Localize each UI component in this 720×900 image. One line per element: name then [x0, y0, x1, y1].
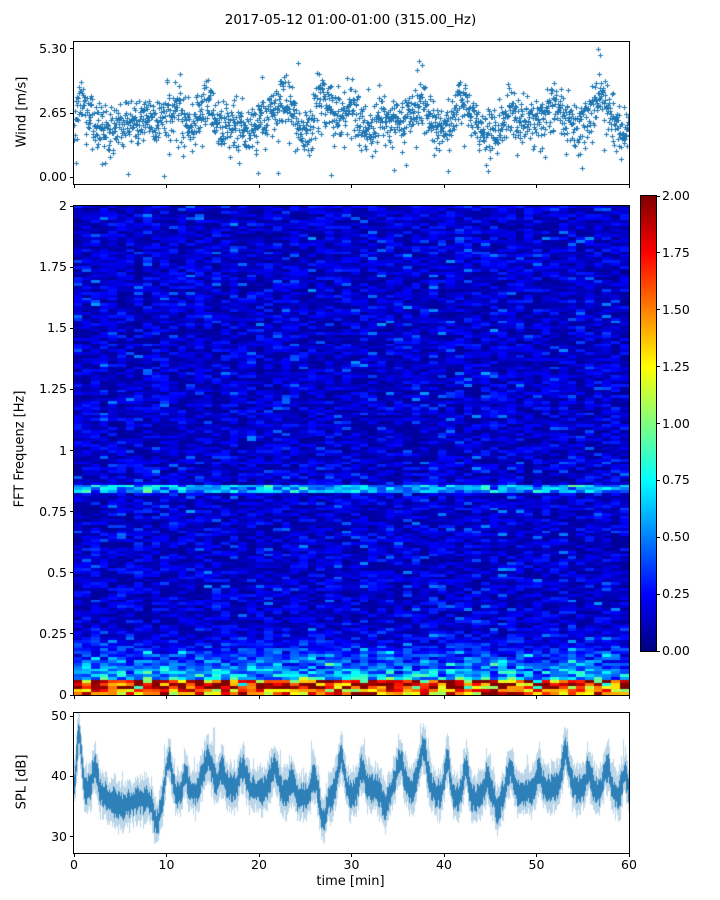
- colorbar-tick-mark: [656, 423, 660, 424]
- spectrogram-xtick-mark: [628, 695, 630, 699]
- colorbar-tick-mark: [656, 366, 660, 368]
- spectrogram-xtick-mark: [536, 695, 537, 699]
- spl-ytick-label: 50: [51, 707, 67, 723]
- colorbar-tick-label: 0.25: [662, 585, 690, 601]
- spl-xtick-label: 0: [70, 857, 78, 872]
- spl-xtick-mark: [73, 853, 75, 857]
- wind-xtick-mark: [258, 184, 260, 188]
- spl-xtick-mark: [443, 853, 445, 857]
- wind-xtick-mark: [628, 184, 630, 188]
- spl-xtick-label: 30: [343, 857, 360, 872]
- spectrogram-ytick-label: 0.5: [47, 564, 67, 580]
- colorbar-tick-label: 1.25: [662, 358, 690, 374]
- spl-xtick-mark: [258, 853, 260, 857]
- spl-xtick-label: 20: [251, 857, 267, 872]
- wind-ytick-label: 0.00: [39, 169, 67, 185]
- spectrogram-ytick-mark: [70, 694, 74, 696]
- spectrogram-ytick-label: 2: [59, 197, 67, 213]
- wind-scatter-canvas: [74, 42, 629, 184]
- spl-xtick-label: 40: [436, 857, 452, 872]
- spectrogram-ytick-label: 1.25: [39, 381, 67, 397]
- spectrogram-ytick-mark: [70, 511, 74, 513]
- wind-xtick-mark: [351, 184, 352, 188]
- spl-ytick-mark: [70, 775, 74, 777]
- spl-xtick-mark: [536, 853, 537, 857]
- spectrogram-axes: 0 0.25 0.5 0.75 1 1.25 1.5 1.75 2: [39, 199, 630, 700]
- spectrogram-ytick-mark: [70, 266, 74, 268]
- spectrogram-ytick-label: 1: [59, 442, 67, 458]
- colorbar-tick-mark: [656, 309, 660, 311]
- spl-ytick-label: 40: [51, 768, 67, 784]
- spectrogram-xtick-mark: [73, 695, 75, 699]
- wind-ytick-mark: [70, 176, 74, 178]
- wind-scatter-axes: 0.00 2.65 5.30: [39, 41, 630, 188]
- colorbar-tick-label: 0.50: [662, 529, 690, 544]
- wind-xtick-mark: [73, 184, 75, 188]
- wind-xtick-mark: [443, 184, 445, 188]
- spectrogram-canvas: [74, 206, 629, 695]
- spl-xtick-mark: [628, 853, 630, 857]
- spectrogram-ytick-label: 1.5: [47, 320, 67, 335]
- spl-xtick-mark: [166, 853, 167, 857]
- colorbar-tick-label: 2.00: [662, 187, 690, 203]
- spl-xtick-label: 60: [621, 857, 637, 872]
- figure-title: 2017-05-12 01:00-01:00 (315.00_Hz): [224, 12, 477, 28]
- colorbar-tick-label: 1.50: [662, 301, 690, 317]
- colorbar-tick-mark: [656, 593, 660, 595]
- spl-xtick-label: 10: [158, 857, 175, 872]
- colorbar-gradient: 2.00 1.75 1.50 1.25 1.00 0.75 0.50 0.25 0.00: [640, 189, 690, 656]
- spectrogram-ytick-mark: [70, 327, 74, 329]
- x-axis-label: time [min]: [316, 874, 385, 889]
- spectrogram-xtick-mark: [166, 695, 167, 699]
- colorbar-tick-label: 0.00: [662, 642, 690, 658]
- spectrogram-y-axis-label: FFT Frequenz [Hz]: [12, 390, 28, 508]
- spl-xtick-mark: [351, 853, 352, 857]
- spectrogram-xtick-mark: [258, 695, 260, 699]
- wind-y-axis-label: Wind [m/s]: [14, 76, 30, 148]
- spl-xtick-label: 50: [528, 857, 545, 872]
- wind-ytick-label: 2.65: [39, 104, 67, 120]
- wind-xtick-mark: [166, 184, 167, 188]
- wind-ytick-mark: [70, 112, 74, 114]
- spl-ytick-label: 30: [51, 828, 67, 844]
- spl-ytick-mark: [70, 715, 74, 717]
- spectrogram-ytick-label: 0.25: [39, 625, 67, 641]
- colorbar-tick-label: 1.00: [662, 415, 690, 431]
- colorbar-tick-mark: [656, 479, 660, 481]
- wind-ytick-label: 5.30: [39, 40, 67, 56]
- spectrogram-ytick-label: 0.75: [39, 503, 67, 519]
- wind-ytick-mark: [70, 48, 74, 50]
- colorbar-tick-label: 0.75: [662, 472, 690, 488]
- colorbar-tick-mark: [656, 195, 660, 197]
- colorbar-tick-mark: [656, 650, 660, 652]
- spectrogram-ytick-label: 0: [59, 686, 67, 702]
- spl-y-axis-label: SPL [dB]: [14, 754, 30, 810]
- spectrogram-xtick-mark: [351, 695, 352, 699]
- wind-xtick-mark: [536, 184, 537, 188]
- colorbar-tick-mark: [656, 252, 660, 254]
- spectrogram-ytick-mark: [70, 450, 74, 451]
- spectrogram-ytick-mark: [70, 205, 74, 207]
- spectrogram-ytick-mark: [70, 633, 74, 635]
- spectrogram-xtick-mark: [443, 695, 445, 699]
- colorbar-tick-label: 1.75: [662, 244, 690, 260]
- spectrogram-ytick-label: 1.75: [39, 258, 67, 274]
- spl-line-canvas: [74, 713, 629, 853]
- spl-ytick-mark: [70, 836, 74, 838]
- colorbar-tick-mark: [656, 536, 660, 538]
- spectrogram-ytick-mark: [70, 388, 74, 390]
- spectrogram-ytick-mark: [70, 572, 74, 574]
- spl-line-axes: 30 40 50 0 10 20 30 40 50 60: [51, 709, 637, 870]
